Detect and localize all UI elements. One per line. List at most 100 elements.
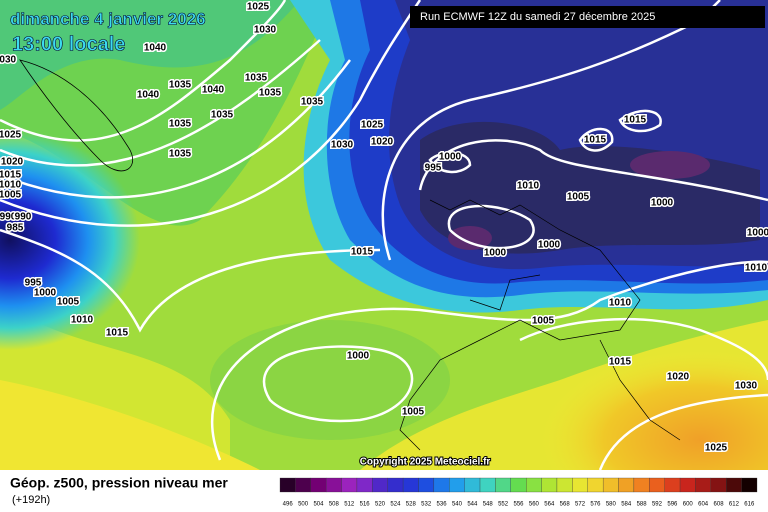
colorbar-label: 596 — [667, 502, 678, 508]
isobar-labels: 1025 1030 1030 1040 1035 1040 1040 1035 1035 1035… — [0, 0, 768, 455]
isobar-label: 1020 — [667, 372, 690, 383]
isobar-label: 1015 — [351, 247, 374, 258]
isobar-label: 1000 — [347, 351, 370, 362]
colorbar-cell — [341, 477, 358, 493]
colorbar-label: 572 — [575, 502, 586, 508]
isobar-label: 1030 — [735, 381, 758, 392]
colorbar-label: 564 — [544, 502, 555, 508]
colorbar-cell — [295, 477, 311, 493]
forecast-time: 13:00 locale — [12, 33, 125, 55]
colorbar-label: 536 — [437, 502, 448, 508]
colorbar-label: 588 — [637, 502, 648, 508]
colorbar-cell — [633, 477, 650, 493]
isobar-label: 1005 — [567, 192, 590, 203]
colorbar-cell — [464, 477, 481, 493]
isobar-label: 1020 — [1, 157, 24, 168]
colorbar-label: 556 — [513, 502, 524, 508]
run-info: Run ECMWF 12Z du samedi 27 décembre 2025 — [420, 11, 655, 23]
forecast-date: dimanche 4 janvier 2026 — [10, 9, 206, 28]
colorbar-label: 584 — [621, 502, 632, 508]
colorbar-label: 580 — [606, 502, 617, 508]
colorbar-label: 552 — [498, 502, 509, 508]
isobar-label: 995 — [425, 163, 442, 174]
colorbar-label: 520 — [375, 502, 386, 508]
colorbar-cell — [726, 477, 742, 493]
colorbar-cell — [664, 477, 681, 493]
colorbar-label: 540 — [452, 502, 463, 508]
colorbar-cell — [710, 477, 727, 493]
colorbar-label: 516 — [360, 502, 371, 508]
isobar-label: 1005 — [532, 316, 555, 327]
colorbar-cell — [372, 477, 388, 493]
colorbar-cell — [387, 477, 404, 493]
isobar-label: 1035 — [245, 73, 268, 84]
isobar-label: 1025 — [705, 443, 728, 454]
colorbar-cell — [326, 477, 342, 493]
isobar-label: 1035 — [169, 149, 192, 160]
isobar-label: 1000 — [538, 240, 561, 251]
isobar-label: 1035 — [211, 110, 234, 121]
isobar-label: 1025 — [0, 130, 22, 141]
colorbar-cell — [449, 477, 465, 493]
isobar-label: 1040 — [202, 85, 225, 96]
colorbar-cell — [433, 477, 450, 493]
colorbar-cell — [741, 477, 758, 493]
isobar-label: 1005 — [0, 190, 22, 201]
colorbar-label: 512 — [344, 502, 355, 508]
isobar-label: 1010 — [745, 263, 768, 274]
copyright: Copyright 2025 Meteociel.fr — [360, 457, 491, 468]
isobar-label: 1005 — [402, 407, 425, 418]
isobar-label: 1020 — [371, 137, 394, 148]
isobar-label: 1000 — [484, 248, 507, 259]
colorbar-cell — [418, 477, 435, 493]
colorbar-cell — [510, 477, 527, 493]
isobar-label: 1035 — [301, 97, 324, 108]
isobar-label: 1030 — [0, 55, 17, 66]
colorbar-label: 528 — [406, 502, 417, 508]
colorbar-cell — [679, 477, 696, 493]
isobar-label: 1040 — [144, 43, 167, 54]
colorbar-label: 576 — [590, 502, 601, 508]
isobar-label: 1010 — [609, 298, 632, 309]
isobar-label: 1010 — [71, 315, 94, 326]
colorbar-label: 544 — [467, 502, 478, 508]
colorbar-cell — [556, 477, 573, 493]
colorbar-cell — [310, 477, 327, 493]
footer-step: (+192h) — [12, 494, 50, 506]
colorbar-label: 500 — [298, 502, 309, 508]
isobar-label: 1015 — [584, 135, 607, 146]
colorbar-cell — [649, 477, 665, 493]
isobar-label: 1035 — [259, 88, 282, 99]
colorbar-label: 504 — [313, 502, 324, 508]
isobar-label: 1030 — [331, 140, 354, 151]
colorbar-label: 592 — [652, 502, 663, 508]
colorbar-cell — [279, 477, 296, 493]
colorbar-label: 532 — [421, 502, 432, 508]
isobar-label: 990 — [0, 212, 17, 223]
isobar-label: 995 — [25, 278, 42, 289]
isobar-label: 1015 — [106, 328, 129, 339]
isobar-label: 1035 — [169, 119, 192, 130]
isobar-label: 990 — [15, 212, 32, 223]
isobar-label: 1015 — [624, 115, 647, 126]
isobar-label: 1025 — [247, 2, 270, 13]
colorbar-label: 612 — [729, 502, 740, 508]
isobar-label: 1005 — [57, 297, 80, 308]
colorbar-cell — [695, 477, 711, 493]
colorbar-label: 568 — [560, 502, 571, 508]
colorbar-cell — [587, 477, 604, 493]
colorbar-cell — [618, 477, 635, 493]
colorbar-label: 616 — [744, 502, 755, 508]
isobar-label: 1035 — [169, 80, 192, 91]
colorbar-cell — [526, 477, 542, 493]
colorbar-label: 604 — [698, 502, 709, 508]
footer-title: Géop. z500, pression niveau mer — [10, 475, 228, 491]
colorbar-label: 548 — [483, 502, 494, 508]
colorbar-label: 508 — [329, 502, 340, 508]
run-box — [410, 6, 765, 28]
isobar-label: 1000 — [651, 198, 674, 209]
isobar-label: 1010 — [517, 181, 540, 192]
colorbar-cell — [541, 477, 558, 493]
